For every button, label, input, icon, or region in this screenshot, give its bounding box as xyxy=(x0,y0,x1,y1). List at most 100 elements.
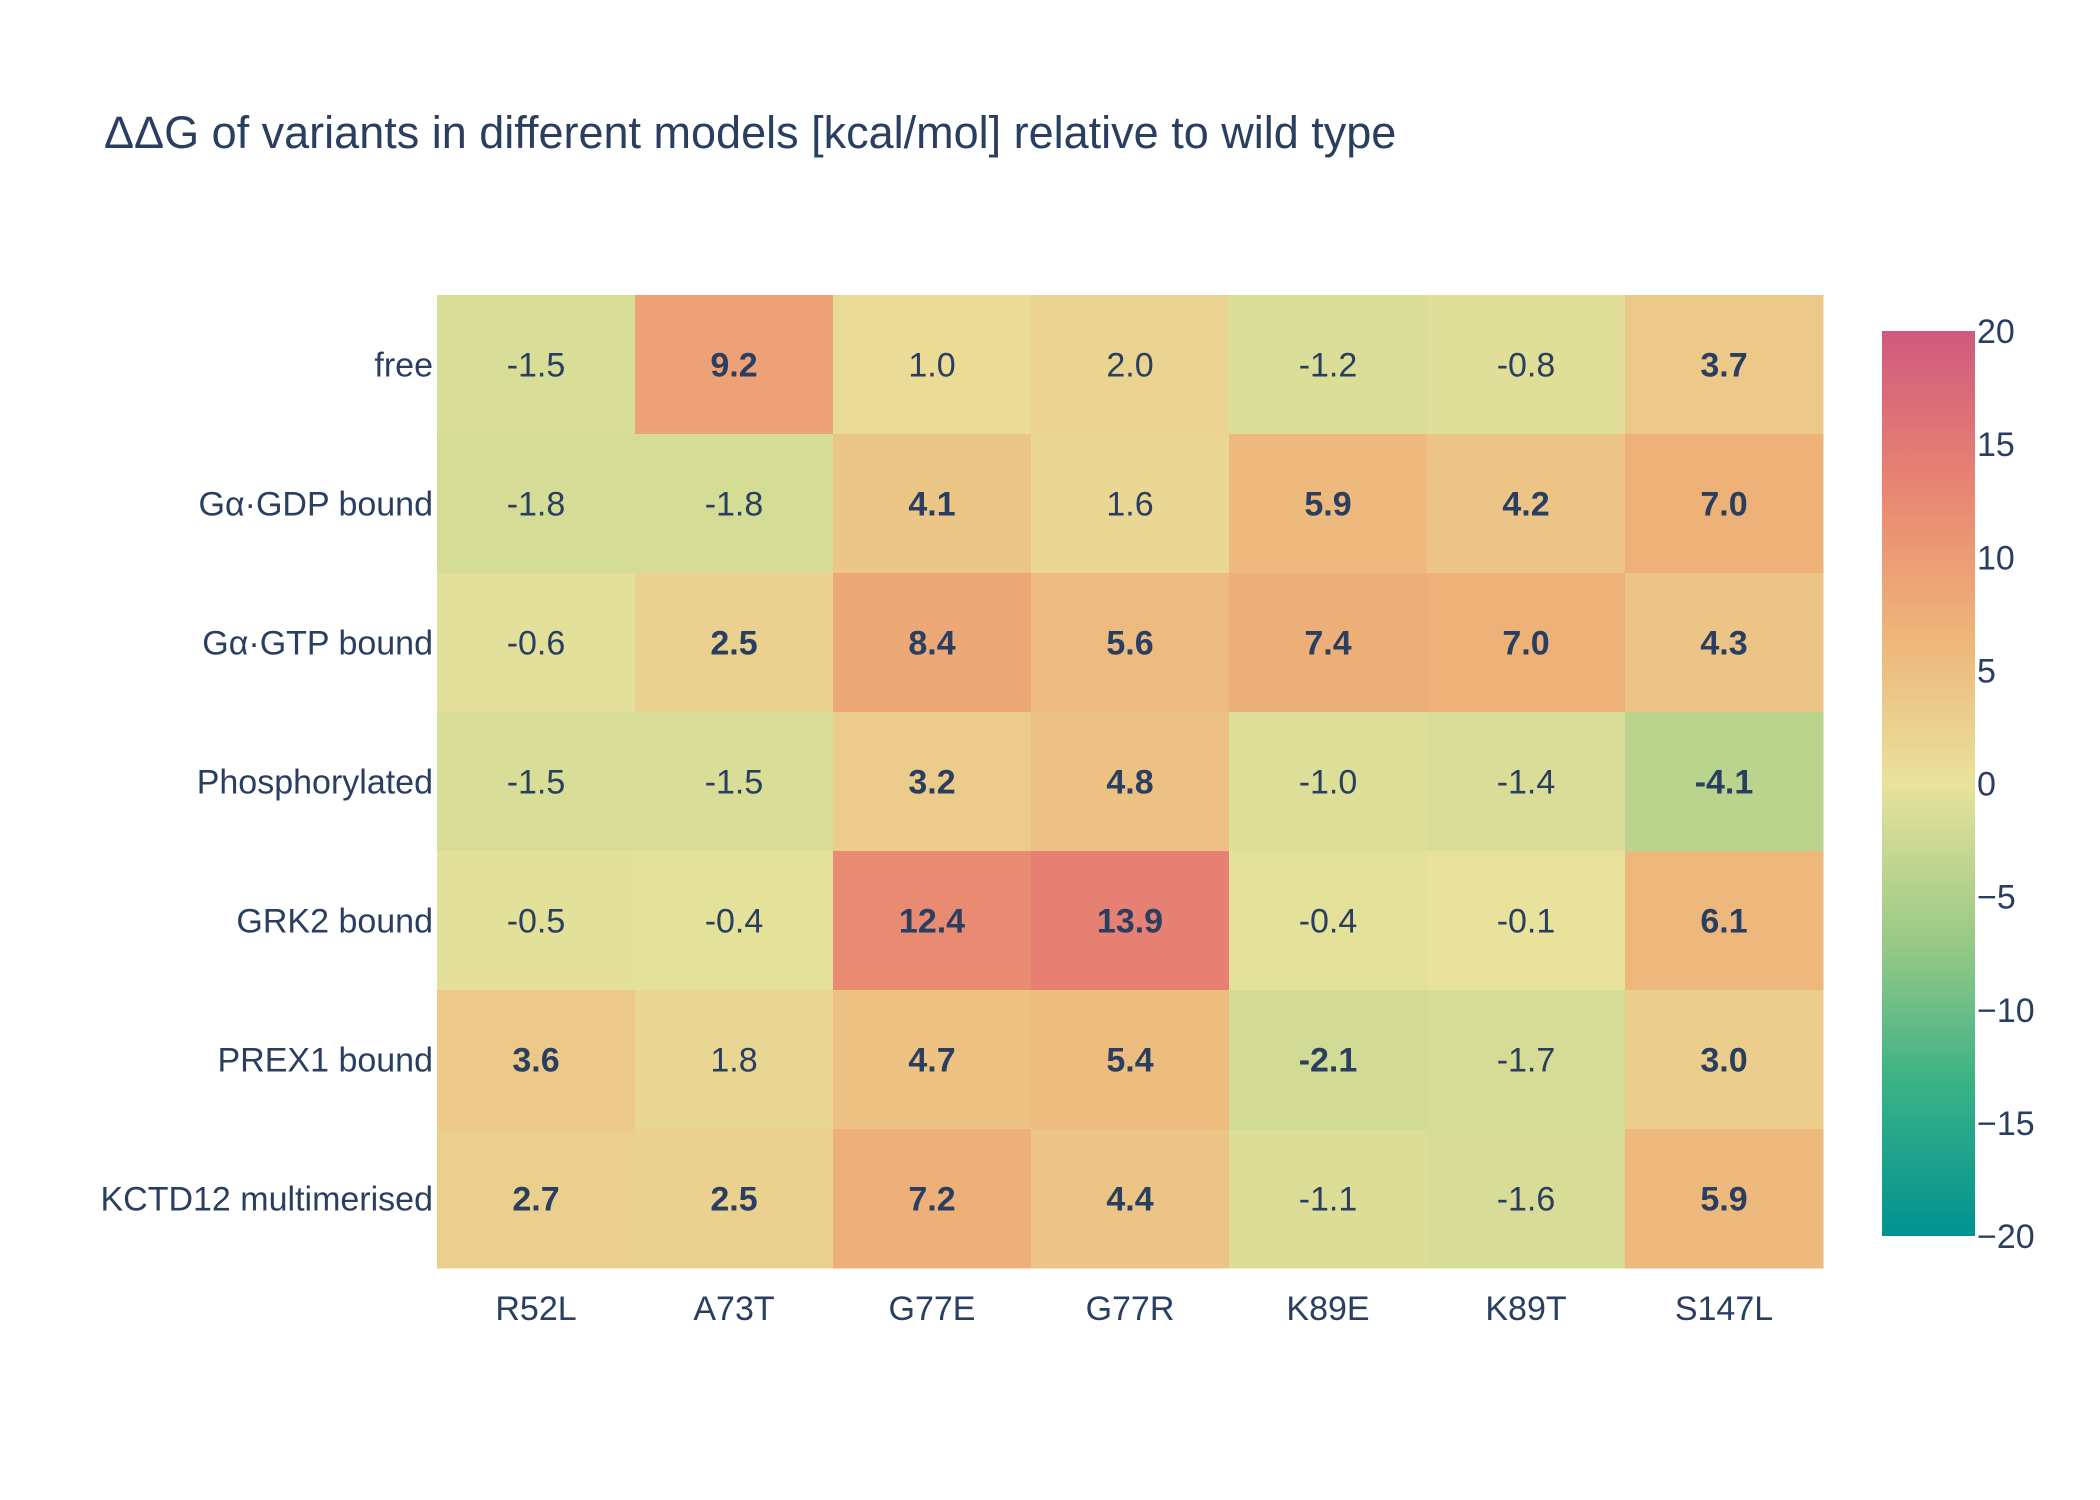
heatmap-cell-label: 13.9 xyxy=(1097,903,1163,941)
colorbar-tick-label: −5 xyxy=(1977,879,2016,917)
heatmap-cell xyxy=(833,851,1032,991)
heatmap-cell-label: -0.4 xyxy=(1299,903,1358,941)
heatmap-cell xyxy=(1427,990,1626,1130)
heatmap-cell xyxy=(833,712,1032,852)
heatmap-cell-label: -1.0 xyxy=(1299,764,1358,802)
heatmap-cell xyxy=(1031,434,1230,574)
heatmap-cell xyxy=(1427,712,1626,852)
heatmap-cell xyxy=(635,573,834,713)
heatmap-cell-label: 9.2 xyxy=(710,347,757,385)
x-tick-label: K89T xyxy=(1485,1290,1566,1328)
heatmap-cell-label: 4.1 xyxy=(908,486,955,524)
heatmap-cell xyxy=(833,573,1032,713)
heatmap-cell-label: -0.8 xyxy=(1497,347,1556,385)
heatmap-cell-label: -1.2 xyxy=(1299,347,1358,385)
heatmap-cell xyxy=(1229,1129,1428,1269)
heatmap-cell-label: -1.7 xyxy=(1497,1042,1556,1080)
heatmap-cell-label: 2.7 xyxy=(512,1181,559,1219)
heatmap-cell-label: -0.5 xyxy=(507,903,566,941)
heatmap-cell xyxy=(437,1129,636,1269)
y-tick-label: KCTD12 multimerised xyxy=(100,1181,433,1219)
colorbar-tick-label: 15 xyxy=(1977,426,2015,464)
heatmap-cell xyxy=(1625,712,1824,852)
heatmap-cell xyxy=(1229,295,1428,435)
heatmap-cell xyxy=(1229,712,1428,852)
heatmap-cell-label: 7.4 xyxy=(1304,625,1351,663)
x-axis: R52L A73T G77E G77R K89E K89T S147L xyxy=(495,1290,1773,1328)
heatmap-cell-label: 6.1 xyxy=(1700,903,1747,941)
heatmap-cell-label: 1.0 xyxy=(908,347,955,385)
heatmap-cell xyxy=(1031,295,1230,435)
heatmap-cell-label: 4.3 xyxy=(1700,625,1747,663)
colorbar-tick-label: 10 xyxy=(1977,539,2015,577)
heatmap-cell-label: 7.0 xyxy=(1700,486,1747,524)
x-tick-label: R52L xyxy=(495,1290,576,1328)
colorbar-tick-label: −10 xyxy=(1977,992,2035,1030)
heatmap-cell-label: 7.2 xyxy=(908,1181,955,1219)
heatmap-cell xyxy=(1031,573,1230,713)
heatmap-cell-label: 4.2 xyxy=(1502,486,1549,524)
colorbar-tick-label: 20 xyxy=(1977,313,2015,351)
x-tick-label: A73T xyxy=(693,1290,774,1328)
heatmap-cell-label: 1.8 xyxy=(710,1042,757,1080)
heatmap-cell-label: -1.5 xyxy=(507,347,566,385)
heatmap-cell xyxy=(437,434,636,574)
heatmap-cell-label: 4.4 xyxy=(1106,1181,1153,1219)
y-tick-label: Phosphorylated xyxy=(197,764,433,802)
heatmap-cell xyxy=(833,295,1032,435)
heatmap-cell xyxy=(1625,573,1824,713)
heatmap-cell xyxy=(1031,990,1230,1130)
heatmap-cell xyxy=(437,990,636,1130)
heatmap-cell-label: -4.1 xyxy=(1695,764,1754,802)
heatmap-cell xyxy=(833,1129,1032,1269)
x-tick-label: K89E xyxy=(1286,1290,1369,1328)
heatmap-cell-label: 3.7 xyxy=(1700,347,1747,385)
colorbar-tick-label: 5 xyxy=(1977,652,1996,690)
chart-title: ΔΔG of variants in different models [kca… xyxy=(104,107,1396,158)
heatmap-cell-label: -0.4 xyxy=(705,903,764,941)
heatmap-cell xyxy=(1427,573,1626,713)
heatmap-cell xyxy=(1427,1129,1626,1269)
heatmap-cell xyxy=(635,712,834,852)
heatmap-cell xyxy=(437,295,636,435)
heatmap-cell-label: -1.1 xyxy=(1299,1181,1358,1219)
colorbar-gradient xyxy=(1882,331,1975,1236)
heatmap-cell xyxy=(1427,434,1626,574)
heatmap-cell-label: -0.1 xyxy=(1497,903,1556,941)
heatmap-cell xyxy=(833,434,1032,574)
heatmap-cell-label: 3.2 xyxy=(908,764,955,802)
heatmap-cell xyxy=(1229,573,1428,713)
heatmap-cell xyxy=(1229,851,1428,991)
heatmap-cell xyxy=(1031,712,1230,852)
heatmap-cell-label: 12.4 xyxy=(899,903,965,941)
heatmap-cell-label: -1.6 xyxy=(1497,1181,1556,1219)
heatmap-cell-label: 2.5 xyxy=(710,1181,757,1219)
heatmap-cell-label: 3.0 xyxy=(1700,1042,1747,1080)
colorbar-tick-label: 0 xyxy=(1977,766,1996,804)
colorbar: 20 15 10 5 0 −5 −10 −15 −20 xyxy=(1882,313,2035,1256)
heatmap-cell-label: 1.6 xyxy=(1106,486,1153,524)
x-tick-label: G77E xyxy=(889,1290,976,1328)
heatmap-cell-label: 7.0 xyxy=(1502,625,1549,663)
heatmap-cell xyxy=(437,712,636,852)
x-tick-label: S147L xyxy=(1675,1290,1773,1328)
heatmap-cell-label: 4.8 xyxy=(1106,764,1153,802)
heatmap-cell-label: -1.5 xyxy=(507,764,566,802)
heatmap-cell-label: 2.5 xyxy=(710,625,757,663)
heatmap-cell-label: 3.6 xyxy=(512,1042,559,1080)
heatmap-cell-label: 4.7 xyxy=(908,1042,955,1080)
heatmap-cell-label: -2.1 xyxy=(1299,1042,1358,1080)
heatmap-cell xyxy=(635,990,834,1130)
heatmap-cell-label: -1.8 xyxy=(705,486,764,524)
heatmap-cell-label: 5.6 xyxy=(1106,625,1153,663)
y-tick-label: PREX1 bound xyxy=(218,1042,434,1080)
heatmap-cell xyxy=(1031,851,1230,991)
heatmap-cell xyxy=(635,295,834,435)
heatmap-cell-label: -1.8 xyxy=(507,486,566,524)
heatmap-cell xyxy=(1625,434,1824,574)
heatmap-cell xyxy=(1427,295,1626,435)
heatmap-cell-label: -0.6 xyxy=(507,625,566,663)
heatmap-cell xyxy=(1625,295,1824,435)
heatmap-cell-label: 5.4 xyxy=(1106,1042,1153,1080)
